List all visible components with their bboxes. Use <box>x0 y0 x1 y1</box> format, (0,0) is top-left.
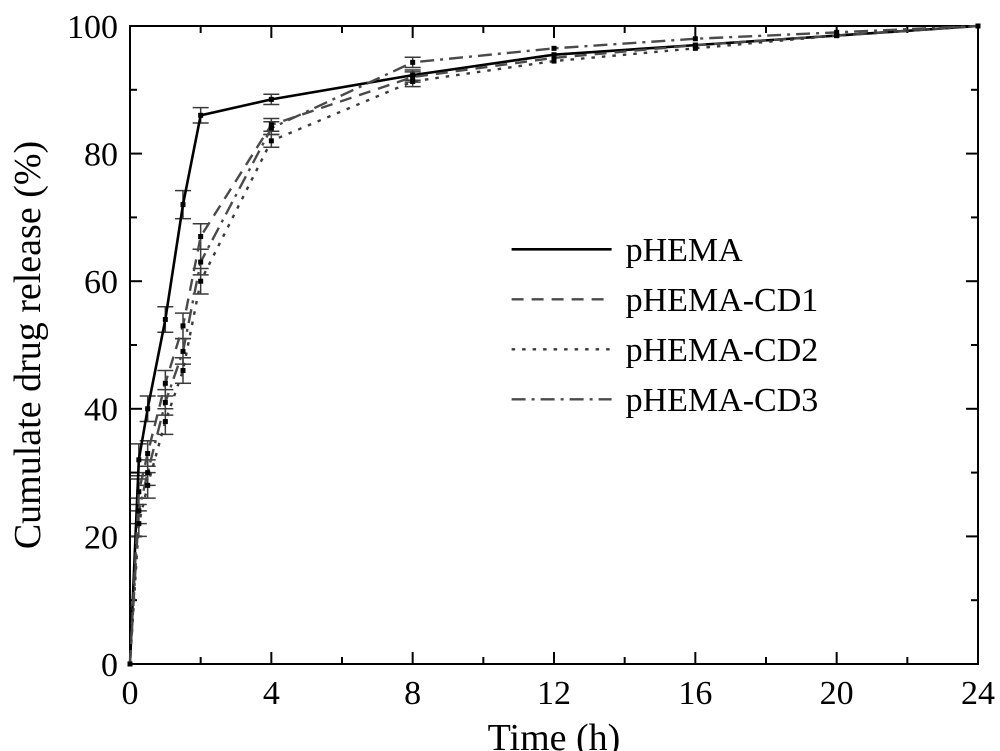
x-tick-label: 20 <box>820 675 854 712</box>
legend-label-phema-cd1: pHEMA-CD1 <box>626 282 819 319</box>
legend-label-phema-cd3: pHEMA-CD3 <box>626 382 819 419</box>
legend-label-phema-cd2: pHEMA-CD2 <box>626 332 819 369</box>
x-tick-label: 0 <box>122 675 139 712</box>
drug-release-chart: 0 4 8 12 16 20 24 0 20 40 60 80 100 Time (h) Cumulate … <box>0 0 1000 751</box>
series-phema-cd3 <box>130 26 978 664</box>
y-tick-label: 60 <box>84 264 118 301</box>
y-tick-label: 40 <box>84 392 118 429</box>
y-axis-label: Cumulate drug release (%) <box>7 141 49 549</box>
y-tick-label: 0 <box>101 647 118 684</box>
x-tick-label: 4 <box>263 675 280 712</box>
x-tick-label: 12 <box>537 675 571 712</box>
x-tick-label: 8 <box>404 675 421 712</box>
x-tick-label: 16 <box>678 675 712 712</box>
series-phema-cd2 <box>130 26 978 664</box>
legend-label-phema: pHEMA <box>626 232 744 269</box>
y-tick-label: 100 <box>67 9 118 46</box>
x-tick-label: 24 <box>961 675 995 712</box>
series-phema <box>130 26 978 664</box>
y-tick-label: 80 <box>84 137 118 174</box>
series-phema-cd1 <box>130 26 978 664</box>
chart-container: 0 4 8 12 16 20 24 0 20 40 60 80 100 Time (h) Cumulate … <box>0 0 1000 751</box>
x-axis-label: Time (h) <box>488 717 621 751</box>
y-tick-label: 20 <box>84 519 118 556</box>
